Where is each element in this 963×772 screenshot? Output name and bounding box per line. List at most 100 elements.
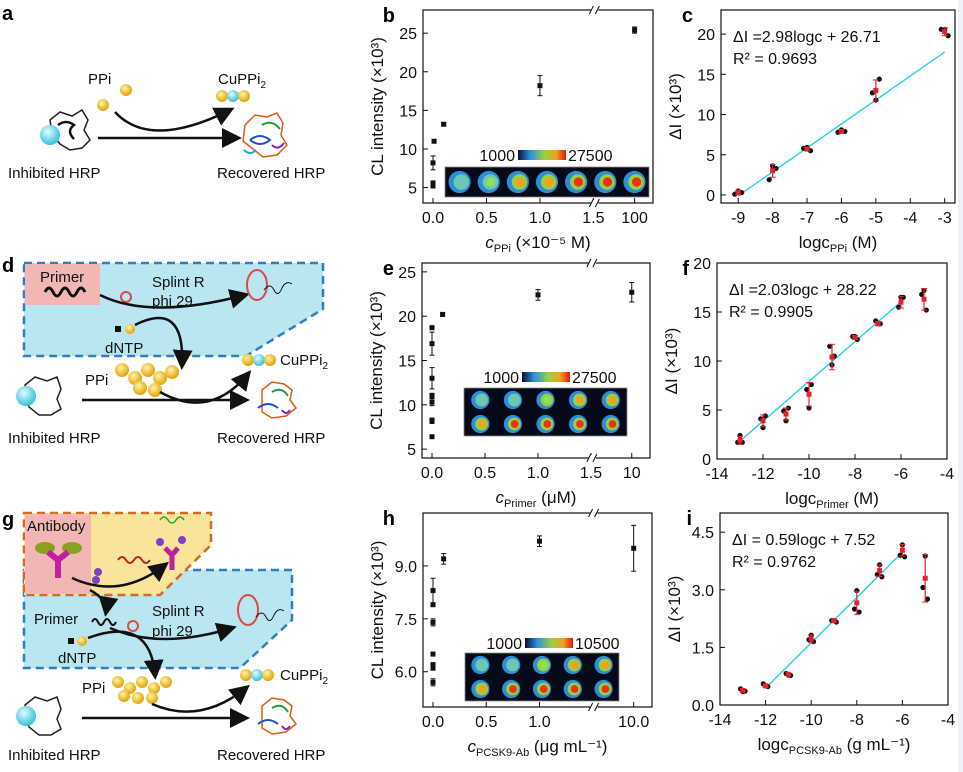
replicate-point [766,177,772,183]
y-tick-label: 5 [706,148,715,165]
data-point [430,588,436,594]
rca-product-icon [237,594,259,626]
axis-break-mark [588,5,594,15]
x-label-main: logc [785,489,817,508]
well-spot-core [608,396,617,404]
x-label-main: c [496,488,505,507]
arrow-antibody-binding [71,561,169,588]
cuppi2-label-g: CuPPi2 [280,667,329,687]
x-label-sub: PCSK9-Ab [789,745,842,757]
x-label-sub: Primer [816,499,849,508]
recovered-hrp-label-g: Recovered HRP [217,747,325,764]
x-tick-label: 1.5 [580,465,602,482]
fit-line [737,51,946,197]
axis-break-mark [594,702,600,712]
well-spot-core [576,420,584,428]
x-tick-label: 10 [623,465,641,482]
x-label-unit: (×10⁻⁵ M) [511,233,591,252]
cuppi2-complex-icon [242,354,276,366]
panel-label: i [686,508,692,530]
x-label-main: c [468,737,477,756]
x-tick-label: -14 [705,466,728,483]
dntp-icon [115,324,135,334]
x-tick-label: -14 [708,712,731,729]
y-tick-label: 5 [702,403,711,420]
dna-probe-icon [117,556,151,564]
data-point [430,602,436,608]
ppi-label-g: PPi [82,680,105,697]
fit-equation: ΔI = 0.59logc + 7.52 [732,532,875,549]
replicate-point [902,554,908,560]
mean-point [806,391,812,397]
replicate-point [874,571,880,578]
y-tick-label: 15 [399,103,417,120]
probe-beads-icon [92,568,102,584]
inhibited-hrp-label-a: Inhibited HRP [8,165,101,182]
well-spot-core [510,420,519,428]
y-tick-label: 5 [408,181,417,198]
panel-g: g Antibody Primer Splint R phi 29 dNTP P… [2,509,329,764]
mean-point [831,618,837,624]
x-tick-label: -12 [751,466,774,483]
axis-break-mark [586,453,592,463]
recovered-hrp-icon [257,697,298,735]
well-spot-core [601,661,610,669]
panel-label: b [383,5,395,27]
fit-equation: ΔI =2.03logc + 28.22 [729,282,877,299]
r-squared: R² = 0.9905 [729,304,813,321]
x-tick-label: -8 [766,210,780,227]
panel-a: a PPi CuPPi2 Inhibited HRP Recovered HRP [2,3,325,182]
axis-break-gap [591,7,599,13]
data-point [429,341,435,347]
axis-break-mark [594,508,600,518]
data-point [429,418,435,424]
data-point [430,180,436,186]
ppi-label-a: PPi [88,71,111,88]
chart-i: 0.0 1.5 3.0 4.5 ΔI (×10³) i -14 -12 -10 -8 -6 -4 ΔI … [665,508,955,757]
panel-d: d Primer Splint R phi 29 dNTP PPi CuPPi2… [2,255,329,447]
mean-point [838,128,844,134]
mean-point [877,568,883,574]
x-tick-label: -5 [869,210,883,227]
replicate-point [856,609,862,615]
mean-point [785,671,791,677]
circular-template-icon [127,620,139,632]
x-tick-label: -6 [894,466,908,483]
primer-strand-icon [43,286,87,298]
well-spot-core [570,661,579,669]
y-tick-label: 15 [697,67,715,84]
y-tick-label: 20 [399,65,417,82]
arrow-ppi-to-cuppi2-d [159,370,252,404]
data-point [430,679,436,685]
well-spot-mid [507,393,521,407]
x-tick-label: 0.0 [421,465,443,482]
mean-point [854,600,860,606]
x-tick-label: -10 [797,466,820,483]
recovered-hrp-label-d: Recovered HRP [217,430,325,447]
cuppi2-label-d: CuPPi2 [280,352,329,372]
well-spot-core [573,177,584,187]
y-tick-label: 3.0 [692,583,714,600]
data-point [631,545,637,551]
mean-point [922,575,928,581]
y-axis-label: CL intensity (×10³) [367,291,386,430]
well-spot-core [631,177,642,187]
data-point [430,183,436,189]
mean-point [829,354,835,360]
mean-point [740,687,746,693]
y-tick-label: 1.5 [692,640,714,657]
x-tick-label: -4 [903,210,917,227]
data-point [629,289,635,295]
y-axis-label: ΔI (×10³) [662,328,681,395]
x-label-main: logc [758,735,790,754]
x-tick-label: 0.5 [475,210,497,227]
colorbar [518,150,566,160]
y-axis-label: CL intensity (×10³) [368,541,387,680]
well-spot-core [543,396,552,404]
x-tick-label: -9 [731,210,745,227]
plot-frame [422,512,653,708]
y-tick-label: 20 [693,256,711,273]
y-tick-label: 4.5 [692,525,714,542]
well-spot-core [539,661,548,669]
mean-point [873,87,879,93]
